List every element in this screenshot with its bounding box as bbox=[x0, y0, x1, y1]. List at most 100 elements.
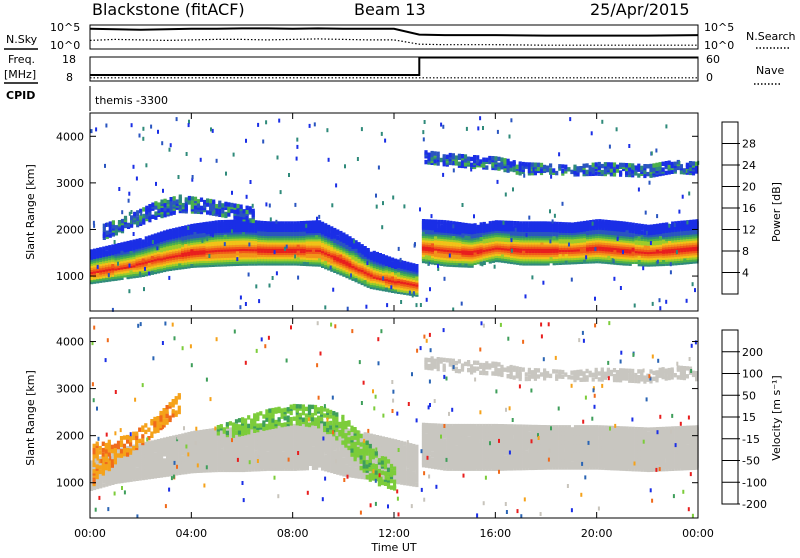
heatmap-cell bbox=[224, 220, 227, 224]
heatmap-cell bbox=[221, 213, 224, 217]
heatmap-cell bbox=[99, 247, 102, 251]
heatmap-cell bbox=[427, 153, 430, 157]
heatmap-cell bbox=[542, 281, 544, 285]
heatmap-cell bbox=[568, 243, 570, 247]
heatmap-cell bbox=[683, 168, 686, 172]
heatmap-cell bbox=[670, 262, 672, 266]
heatmap-cell bbox=[130, 220, 132, 224]
heatmap-cell bbox=[477, 126, 479, 130]
heatmap-cell bbox=[233, 153, 235, 157]
heatmap-cell bbox=[403, 261, 406, 265]
heatmap-cell bbox=[688, 192, 690, 196]
heatmap-cell bbox=[604, 162, 607, 166]
heatmap-cell bbox=[160, 231, 163, 235]
heatmap-cell bbox=[609, 145, 611, 149]
heatmap-cell bbox=[513, 160, 516, 164]
heatmap-cell bbox=[160, 200, 163, 204]
heatmap-cell bbox=[382, 201, 384, 205]
freq-tick-top: 18 bbox=[62, 53, 76, 66]
nave-label: Nave bbox=[756, 64, 784, 77]
heatmap-cell bbox=[643, 164, 646, 168]
heatmap-cell bbox=[173, 200, 176, 204]
heatmap-cell bbox=[526, 233, 528, 237]
heatmap-cell bbox=[231, 191, 233, 195]
heatmap-cell bbox=[309, 124, 311, 128]
heatmap-cell bbox=[687, 170, 689, 174]
heatmap-cell bbox=[227, 220, 230, 224]
heatmap-cell bbox=[148, 263, 151, 267]
heatmap-cell bbox=[224, 242, 226, 246]
heatmap-cell bbox=[549, 239, 551, 243]
heatmap-cell bbox=[227, 212, 230, 216]
heatmap-cell bbox=[485, 165, 488, 169]
colorbar-tick-label: 12 bbox=[742, 224, 756, 237]
heatmap-cell bbox=[210, 127, 212, 131]
heatmap-cell bbox=[136, 239, 139, 243]
heatmap-cell bbox=[367, 248, 370, 252]
heatmap-cell bbox=[288, 173, 290, 177]
heatmap-cell bbox=[148, 212, 151, 216]
heatmap-cell bbox=[497, 130, 499, 134]
heatmap-cell bbox=[519, 167, 522, 171]
heatmap-cell bbox=[477, 225, 480, 229]
heatmap-cell bbox=[350, 273, 352, 277]
heatmap-cell bbox=[252, 209, 255, 213]
heatmap-cell bbox=[528, 162, 531, 166]
heatmap-cell bbox=[434, 159, 437, 163]
heatmap-cell bbox=[121, 210, 123, 214]
heatmap-cell bbox=[431, 151, 434, 155]
heatmap-cell bbox=[288, 221, 291, 225]
heatmap-cell bbox=[522, 251, 525, 255]
heatmap-cell bbox=[93, 249, 96, 253]
heatmap-cell bbox=[513, 168, 516, 172]
y-tick-label: 3000 bbox=[56, 177, 84, 190]
date-title: 25/Apr/2015 bbox=[590, 0, 690, 19]
heatmap-cell bbox=[197, 199, 200, 203]
heatmap-cell bbox=[381, 132, 383, 136]
heatmap-cell bbox=[686, 220, 688, 224]
heatmap-cell bbox=[315, 235, 318, 239]
heatmap-cell bbox=[665, 300, 667, 304]
heatmap-cell bbox=[185, 197, 188, 201]
heatmap-cell bbox=[655, 163, 658, 167]
heatmap-cell bbox=[199, 223, 202, 227]
heatmap-cell bbox=[230, 203, 233, 207]
heatmap-cell bbox=[105, 250, 108, 254]
heatmap-cell bbox=[151, 203, 154, 207]
heatmap-cell bbox=[197, 203, 200, 207]
heatmap-cell bbox=[503, 221, 505, 225]
heatmap-cell bbox=[632, 233, 635, 237]
heatmap-cell bbox=[278, 119, 280, 123]
heatmap-cell bbox=[437, 161, 440, 165]
heatmap-cell bbox=[215, 204, 218, 208]
heatmap-cell bbox=[494, 265, 496, 269]
heatmap-cell bbox=[574, 222, 577, 226]
heatmap-cell bbox=[552, 219, 554, 223]
heatmap-cell bbox=[583, 164, 586, 168]
heatmap-cell bbox=[117, 475, 120, 479]
heatmap-cell bbox=[108, 245, 111, 249]
heatmap-cell bbox=[464, 263, 467, 267]
heatmap-cell bbox=[610, 162, 613, 166]
heatmap-cell bbox=[671, 162, 674, 166]
heatmap-cell bbox=[482, 158, 485, 162]
heatmap-cell bbox=[677, 221, 680, 225]
heatmap-cell bbox=[265, 120, 267, 124]
heatmap-cell bbox=[534, 232, 537, 236]
noise-tick-bottom-right: 10^0 bbox=[704, 39, 734, 52]
heatmap-cell bbox=[105, 223, 107, 227]
heatmap-cell bbox=[516, 170, 519, 174]
heatmap-cell bbox=[613, 221, 616, 225]
y-tick-label: 2000 bbox=[56, 223, 84, 236]
heatmap-cell bbox=[252, 204, 254, 208]
heatmap-cell bbox=[635, 223, 638, 227]
heatmap-cell bbox=[652, 302, 654, 306]
heatmap-cell bbox=[130, 270, 133, 274]
heatmap-cell bbox=[594, 247, 596, 251]
heatmap-cell bbox=[151, 215, 154, 219]
heatmap-cell bbox=[470, 157, 473, 161]
nsky-line bbox=[90, 28, 698, 35]
heatmap-cell bbox=[481, 262, 483, 266]
heatmap-cell bbox=[265, 202, 267, 206]
heatmap-cell bbox=[586, 170, 589, 174]
